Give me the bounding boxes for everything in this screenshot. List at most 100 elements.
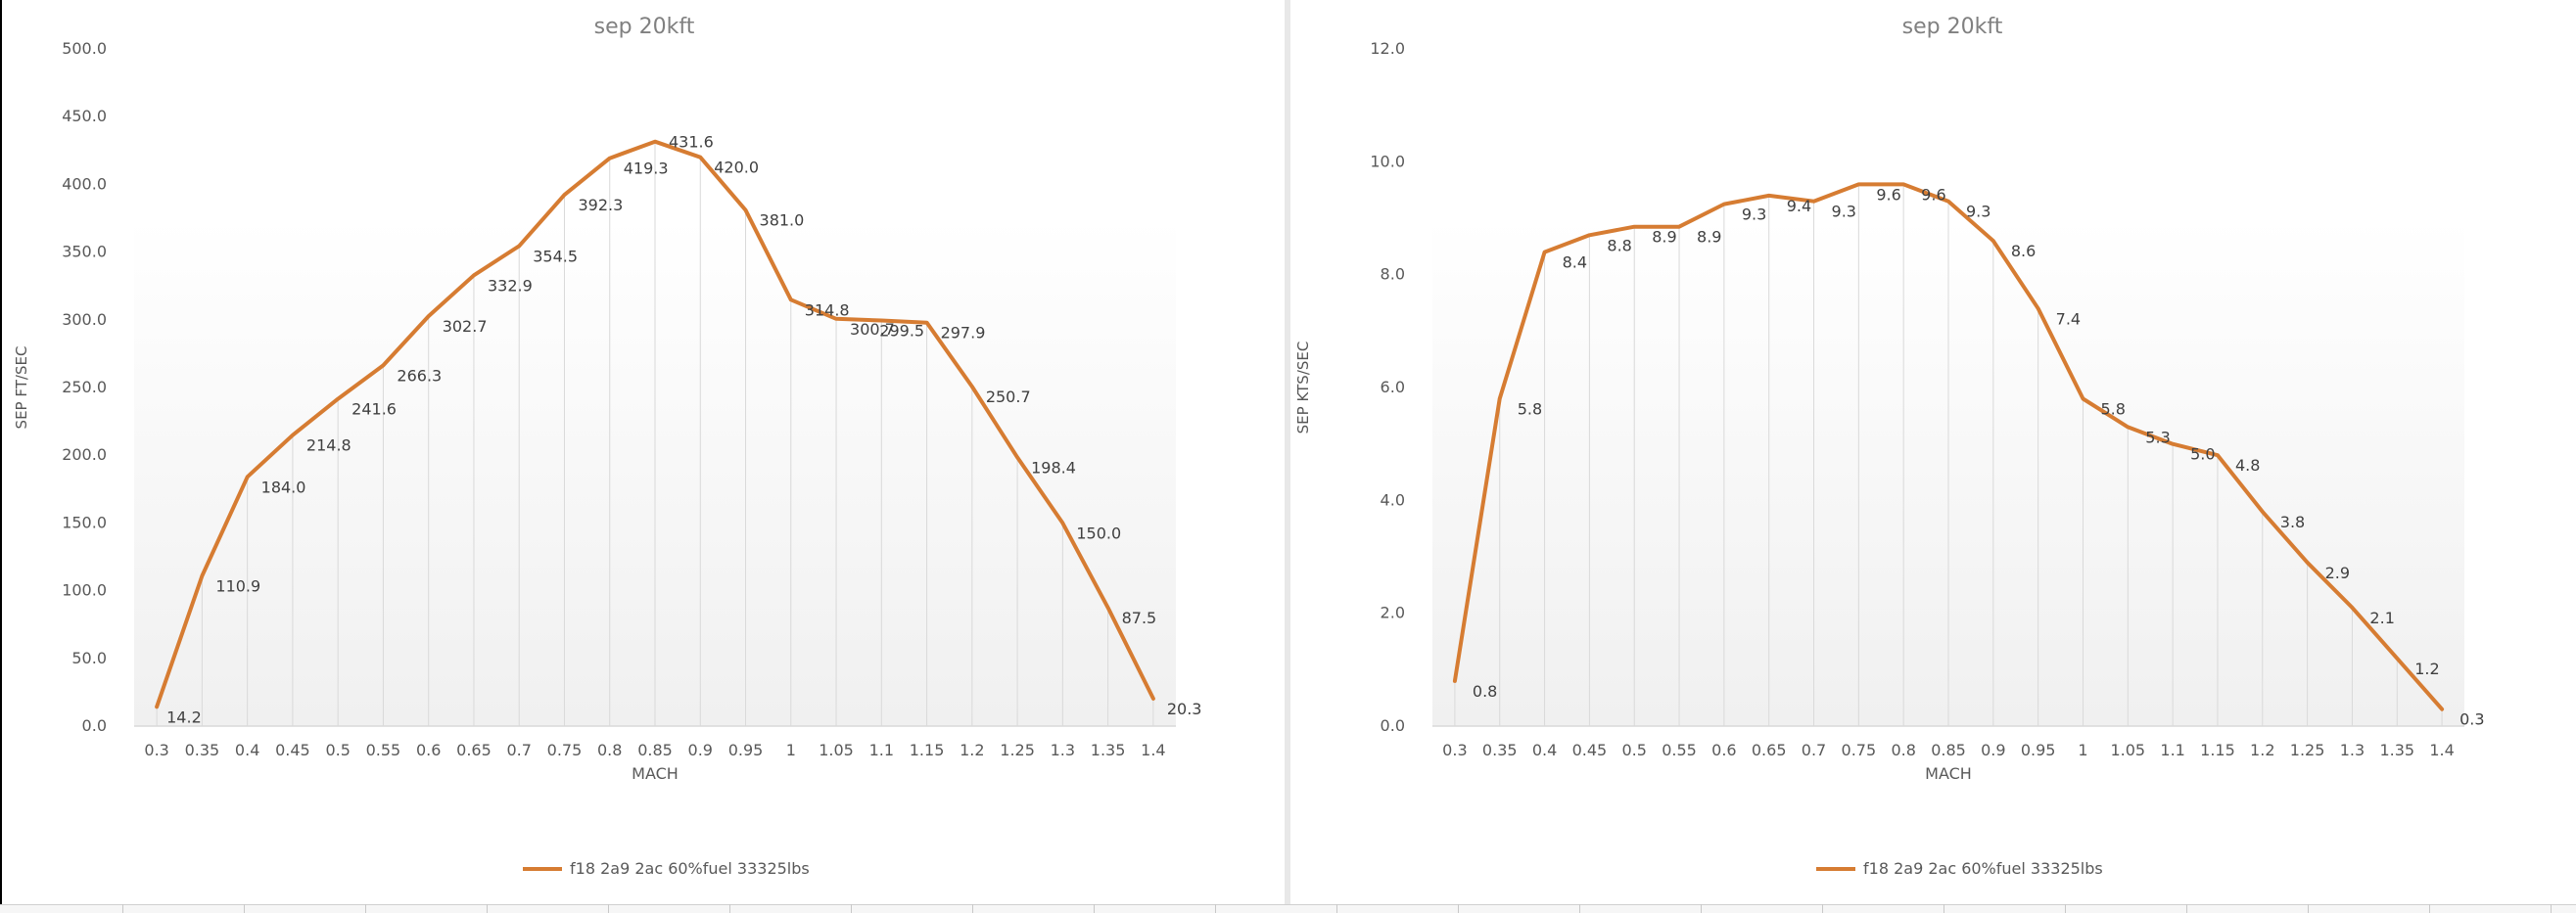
y-tick-label: 50.0 [71,649,107,667]
data-point[interactable] [1014,454,1020,460]
y-tick-label: 350.0 [62,243,107,261]
data-point[interactable] [1497,396,1503,402]
x-tick-label: 0.5 [1621,741,1646,759]
data-point[interactable] [2394,656,2400,662]
data-point[interactable] [788,297,794,302]
data-point[interactable] [471,272,477,278]
data-point[interactable] [652,139,658,145]
x-tick-label: 1.2 [960,741,984,759]
data-point[interactable] [154,704,160,709]
y-tick-label: 0.0 [82,716,107,735]
data-label: 8.6 [2011,242,2036,260]
x-tick-label: 1.1 [2160,741,2184,759]
legend-entry[interactable]: f18 2a9 2ac 60%fuel 33325lbs [570,859,810,878]
x-tick-label: 0.85 [1931,741,1966,759]
y-tick-label: 8.0 [1381,265,1405,284]
x-tick-label: 1.4 [1141,741,1165,759]
y-tick-label: 12.0 [1370,39,1405,58]
data-point[interactable] [335,396,341,402]
x-tick-label: 0.35 [1482,741,1518,759]
data-point[interactable] [969,384,975,389]
data-point[interactable] [245,474,251,479]
data-label: 214.8 [306,436,351,455]
data-point[interactable] [1945,199,1951,205]
data-point[interactable] [1452,678,1458,684]
data-point[interactable] [2080,396,2085,402]
chart-panel-right[interactable]: sep 20kft SEP KTS/SEC 0.0 2.0 4.0 6.0 8.0 10.0 1… [1290,0,2576,904]
data-point[interactable] [743,207,749,213]
data-point[interactable] [1542,250,1548,255]
sheet-column-divider [851,904,852,913]
data-label: 314.8 [805,300,850,319]
data-point[interactable] [1991,238,1996,244]
sheet-column-divider [608,904,609,913]
data-point[interactable] [1900,181,1906,187]
data-point[interactable] [380,362,386,368]
data-label: 9.4 [1787,197,1811,215]
series-line[interactable] [1452,182,2445,711]
data-point[interactable] [2260,509,2266,515]
x-axis-title: MACH [1925,764,1972,783]
data-point[interactable] [561,192,567,198]
data-point[interactable] [1811,199,1817,205]
x-tick-label: 0.7 [1802,741,1826,759]
x-tick-label: 0.35 [185,741,220,759]
x-tick-label: 0.3 [1442,741,1467,759]
data-label: 198.4 [1031,458,1076,477]
data-label: 8.4 [1563,253,1587,272]
data-point[interactable] [1631,224,1637,230]
data-point[interactable] [607,156,613,161]
data-point[interactable] [2349,605,2355,611]
chart-panel-left[interactable]: sep 20kft SEP FT/SEC 0.0 50.0 100.0 150.0 200.… [2,0,1285,904]
data-point[interactable] [2305,560,2311,566]
y-tick-label: 100.0 [62,581,107,600]
data-point[interactable] [2439,707,2445,712]
data-label: 1.2 [2414,660,2439,678]
data-label: 9.3 [1966,203,1991,221]
sheet-column-divider [365,904,366,913]
data-label: 266.3 [397,366,442,385]
y-tick-label: 150.0 [62,513,107,531]
data-point[interactable] [1855,181,1861,187]
data-label: 302.7 [443,317,488,336]
y-tick-label: 4.0 [1381,490,1405,509]
data-point[interactable] [1676,224,1682,230]
data-point[interactable] [1766,193,1772,199]
data-label: 4.8 [2235,456,2260,475]
data-label: 392.3 [578,196,623,214]
data-point[interactable] [833,316,839,322]
data-point[interactable] [1721,202,1727,207]
x-tick-label: 0.6 [416,741,441,759]
data-point[interactable] [2125,424,2131,430]
data-point[interactable] [2170,441,2176,447]
data-point[interactable] [2036,305,2041,311]
x-tick-label: 0.9 [688,741,713,759]
y-tick-label: 10.0 [1370,152,1405,170]
data-point[interactable] [290,433,296,438]
x-tick-label: 1.05 [2110,741,2145,759]
series-line[interactable] [155,139,1155,709]
legend-entry[interactable]: f18 2a9 2ac 60%fuel 33325lbs [1863,859,2103,878]
data-point[interactable] [426,313,432,319]
data-point[interactable] [2215,452,2221,458]
data-label: 110.9 [215,577,260,596]
data-point[interactable] [697,155,703,160]
data-point[interactable] [516,243,522,249]
x-tick-label: 1 [786,741,796,759]
data-point[interactable] [1150,696,1156,702]
data-label: 3.8 [2280,513,2305,531]
data-label: 8.8 [1607,236,1631,254]
data-point[interactable] [1059,520,1065,525]
data-label: 7.4 [2056,309,2081,328]
data-point[interactable] [1586,232,1592,238]
sheet-column-divider [2551,904,2552,913]
data-label: 5.0 [2190,445,2215,464]
data-label: 5.8 [2100,400,2125,419]
y-tick-label: 2.0 [1381,604,1405,622]
data-point[interactable] [199,573,205,579]
data-point[interactable] [1105,605,1111,611]
y-tick-label: 300.0 [62,310,107,329]
data-point[interactable] [924,320,930,326]
sheet-column-divider [1458,904,1459,913]
